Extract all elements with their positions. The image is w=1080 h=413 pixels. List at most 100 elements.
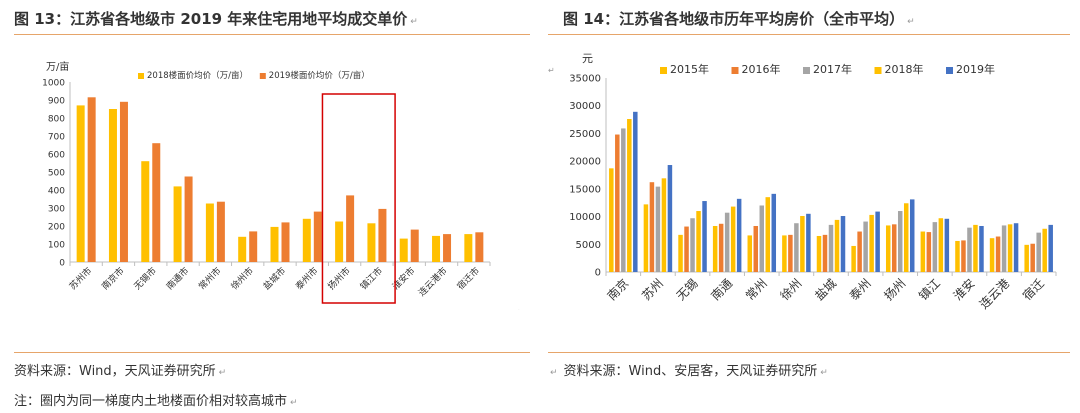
bar-苏州-2015年 [643,204,649,272]
bar-南京-2015年 [609,168,614,272]
y-tick-label: 900 [48,97,65,107]
bar-徐州-2015年 [782,235,787,272]
paragraph-mark-icon: ↵ [820,368,828,378]
x-category-label: 徐州 [777,276,805,304]
paragraph-mark-icon: ↵ [907,17,915,27]
bar-扬州-2016年 [891,224,897,272]
y-tick-label: 600 [48,151,65,161]
bar-南京-2016年 [615,134,620,272]
bar-淮安-2015年 [955,240,960,272]
bar-淮安-2019年 [979,225,984,272]
bar-盐城-2019年 [840,216,846,272]
bar-宿迁-2017年 [1036,232,1041,272]
bar-常州-2019年 [771,193,777,272]
y-axis-unit-label: 元 [582,52,593,65]
bar-连云港-2016年 [995,236,1001,272]
bar-徐州-2019年 [806,213,811,272]
bar-常州-2017年 [759,205,765,272]
bar-淮安市-2019楼面价均价（万/亩） [410,229,419,262]
y-tick-label: 30000 [569,101,601,112]
legend-label: 2019楼面价均价（万/亩） [269,70,370,81]
bar-南京-2019年 [633,111,638,272]
x-category-label: 南京市 [99,265,127,293]
x-category-label: 无锡市 [131,265,159,293]
paragraph-mark-icon: ↵ [550,368,558,378]
x-category-label: 常州 [743,276,770,303]
legend-swatch [660,67,667,74]
bar-扬州-2017年 [897,211,903,272]
bar-南通-2016年 [718,223,724,272]
x-category-label: 常州市 [196,265,224,293]
left-footnote: 注：圈内为同一梯度内土地楼面价相对较高城市 ↵ [14,390,298,409]
bar-淮安-2017年 [967,227,972,272]
bar-徐州市-2018楼面价均价（万/亩） [238,236,247,262]
x-category-label: 扬州市 [325,265,353,293]
bar-宿迁-2016年 [1030,243,1035,272]
y-tick-label: 25000 [569,129,601,140]
bar-常州市-2018楼面价均价（万/亩） [205,203,214,262]
bar-南通-2019年 [736,198,742,272]
bar-泰州市-2019楼面价均价（万/亩） [313,211,322,262]
bar-宿迁-2018年 [1042,228,1047,272]
x-category-label: 泰州市 [293,265,321,293]
bar-南京-2018年 [627,119,632,272]
x-category-label: 南京 [604,276,632,304]
bar-连云港-2018年 [1007,224,1013,272]
x-category-label: 盐城 [812,276,839,303]
bar-南通-2017年 [724,212,730,272]
right-source-rule [548,352,1070,353]
bar-扬州-2015年 [885,225,891,272]
bar-泰州-2019年 [875,211,880,272]
legend-label: 2015年 [670,62,709,76]
paragraph-mark-icon: ↵ [290,398,298,408]
bar-无锡-2016年 [684,226,689,272]
x-category-label: 南通 [708,276,736,304]
bar-淮安-2018年 [973,224,978,272]
y-tick-label: 200 [48,223,65,233]
bar-连云港-2019年 [1013,223,1019,272]
paragraph-mark-icon: ↵ [218,368,227,378]
bar-泰州-2015年 [851,245,856,272]
bar-镇江-2019年 [944,218,950,272]
bar-连云港-2017年 [1001,225,1007,272]
bar-镇江-2017年 [932,222,938,272]
bar-泰州-2016年 [857,231,862,272]
y-tick-label: 20000 [569,157,601,168]
x-category-label: 宿迁市 [454,265,482,293]
bar-苏州市-2018楼面价均价（万/亩） [76,105,85,263]
y-axis-unit-label: 万/亩 [46,60,69,73]
y-tick-label: 35000 [569,74,601,85]
bar-泰州市-2018楼面价均价（万/亩） [302,218,311,262]
bar-徐州-2017年 [794,223,799,272]
legend-label: 2016年 [742,62,781,76]
left-figure-title: 图 13：江苏省各地级市 2019 年来住宅用地平均成交单价 ↵ [14,8,418,29]
bar-连云港-2015年 [989,238,995,272]
bar-盐城-2018年 [834,219,840,272]
right-figure-title: 图 14：江苏省各地级市历年平均房价（全市平均） ↵ [563,8,915,29]
left-source-note: 资料来源：Wind，天风证券研究所 ↵ [14,360,226,379]
bar-镇江-2018年 [938,218,944,272]
left-source-rule [14,352,530,353]
paragraph-mark-icon: ↵ [548,66,555,75]
bar-无锡市-2019楼面价均价（万/亩） [152,143,161,262]
bar-泰州-2018年 [869,214,874,272]
bar-盐城市-2019楼面价均价（万/亩） [281,222,290,262]
bar-徐州-2016年 [788,234,793,272]
bar-淮安-2016年 [961,240,966,272]
legend-swatch [803,67,810,74]
x-category-label: 淮安市 [390,265,418,293]
left-bar-chart: 万/亩 0 100 200 300 400 500 600 700 800 900 1000 苏州市 南京… [42,60,521,310]
bar-苏州-2016年 [649,182,655,272]
bar-扬州-2018年 [903,203,909,272]
legend-swatch [874,67,882,74]
bar-宿迁-2015年 [1024,244,1029,272]
bar-无锡-2018年 [696,211,701,272]
right-figure-title-text: 图 14：江苏省各地级市历年平均房价（全市平均） [563,10,905,28]
bar-镇江市-2018楼面价均价（万/亩） [367,223,376,262]
legend-swatch [259,73,266,79]
bar-宿迁-2019年 [1048,224,1053,272]
bar-南通市-2018楼面价均价（万/亩） [173,186,182,262]
x-category-label: 徐州市 [228,265,256,293]
bar-宿迁市-2018楼面价均价（万/亩） [464,234,473,262]
left-figure-title-text: 图 13：江苏省各地级市 2019 年来住宅用地平均成交单价 [14,10,408,28]
